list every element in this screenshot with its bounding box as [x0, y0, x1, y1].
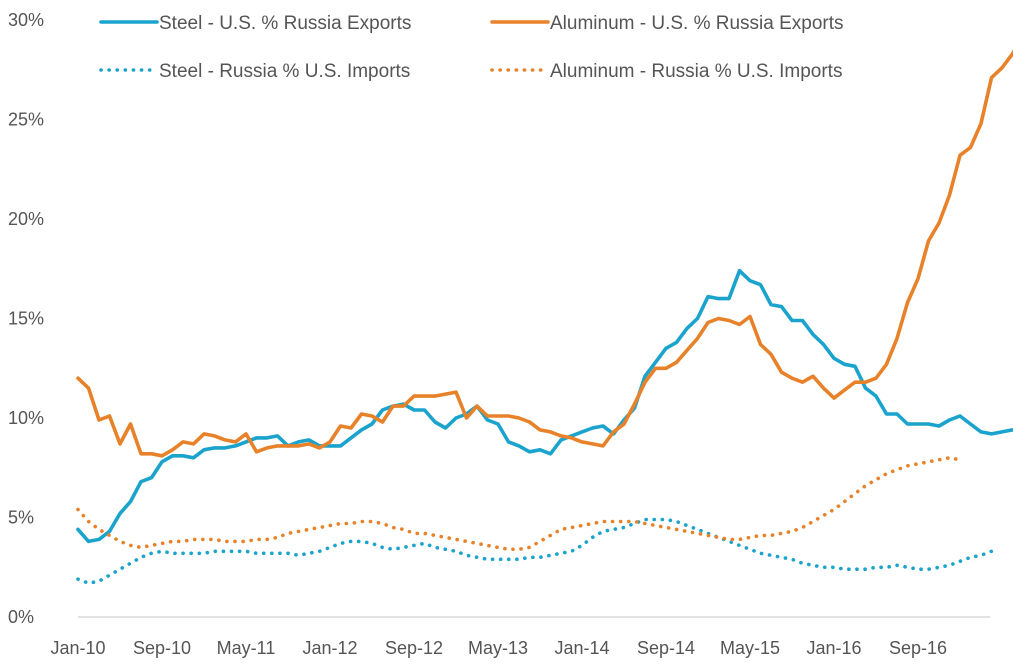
y-tick-label: 25% — [8, 110, 44, 130]
x-tick-label: Jan-10 — [50, 638, 105, 658]
legend-label-3: Steel - Russia % U.S. Imports — [159, 61, 410, 82]
x-tick-label: Sep-14 — [637, 638, 695, 658]
x-tick-label: May-13 — [468, 638, 528, 658]
y-tick-label: 0% — [8, 607, 34, 627]
y-tick-label: 20% — [8, 209, 44, 229]
x-tick-label: Jan-16 — [806, 638, 861, 658]
series-line-2 — [76, 49, 1013, 458]
x-tick-label: May-15 — [720, 638, 780, 658]
y-tick-label: 30% — [8, 10, 44, 30]
y-axis: 0% 5% 10% 15% 20% 25% 30% — [8, 10, 44, 627]
x-tick-label: Sep-16 — [889, 638, 947, 658]
legend: Steel - U.S. % Russia Exports Aluminum - … — [99, 13, 844, 82]
y-tick-label: 5% — [8, 508, 34, 528]
x-tick-label: Sep-10 — [133, 638, 191, 658]
series-group — [76, 49, 1013, 586]
x-tick-label: Sep-12 — [385, 638, 443, 658]
y-tick-label: 15% — [8, 309, 44, 329]
x-axis: Jan-10 Sep-10 May-11 Jan-12 Sep-12 May-13 Jan-… — [50, 616, 990, 658]
y-tick-label: 10% — [8, 408, 44, 428]
series-line-3 — [76, 517, 994, 586]
legend-label-1: Steel - U.S. % Russia Exports — [159, 13, 411, 34]
series-line-4 — [76, 455, 962, 552]
x-tick-label: Jan-14 — [554, 638, 609, 658]
legend-label-2: Aluminum - U.S. % Russia Exports — [550, 13, 844, 34]
x-tick-label: Jan-12 — [302, 638, 357, 658]
series-line-1 — [76, 268, 1013, 544]
x-tick-label: May-11 — [217, 638, 276, 658]
legend-label-4: Aluminum - Russia % U.S. Imports — [550, 61, 842, 82]
